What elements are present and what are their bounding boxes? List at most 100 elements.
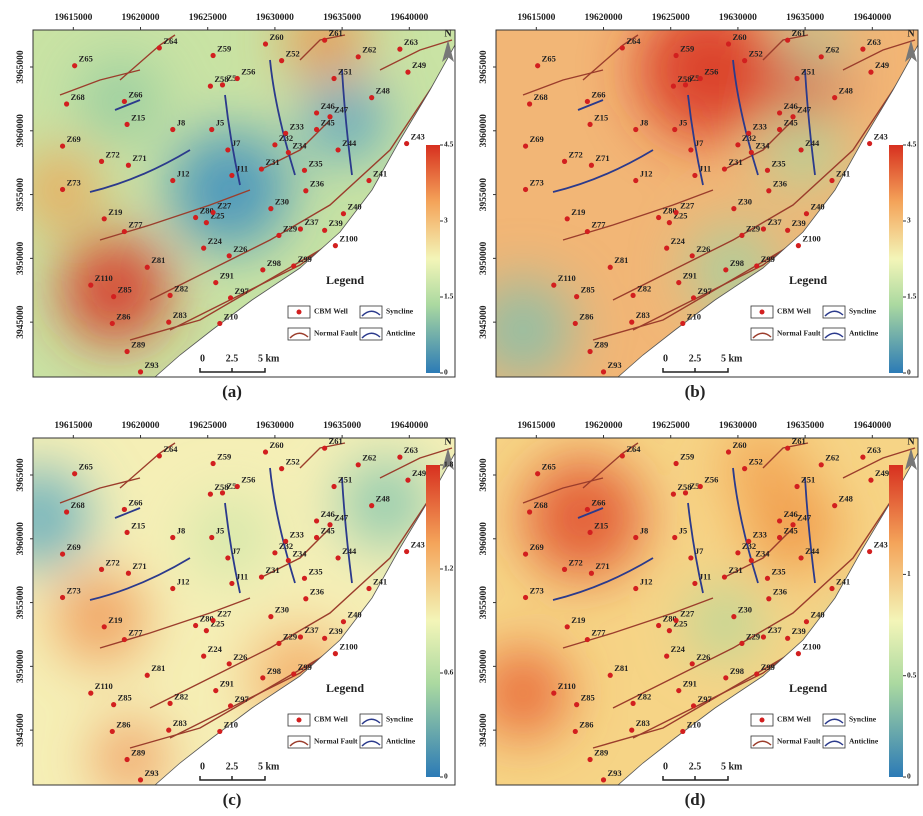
colorbar-tick-label: 3	[907, 216, 911, 225]
well-label: Z44	[805, 546, 820, 556]
well-label: Z36	[773, 179, 787, 189]
well-label: Z61	[792, 28, 806, 38]
well-label: Z39	[329, 626, 343, 636]
well	[561, 566, 568, 573]
well	[795, 650, 801, 657]
panel-label: (b)	[685, 382, 706, 401]
well-label: Z33	[290, 121, 304, 131]
well-label: Z34	[292, 140, 307, 150]
well	[723, 675, 729, 681]
well	[619, 453, 625, 459]
well-label: Z48	[839, 494, 853, 504]
well	[748, 149, 754, 156]
fault	[722, 527, 794, 579]
well-label: Z41	[836, 168, 850, 178]
well	[121, 228, 127, 235]
well	[63, 509, 70, 515]
well	[234, 75, 240, 82]
colorbar-tick-label: 0	[444, 368, 448, 377]
well	[574, 702, 580, 708]
well-label: Z19	[108, 615, 122, 625]
well-label: Z63	[867, 37, 881, 47]
fault	[762, 34, 809, 61]
well	[692, 172, 698, 179]
well-label: Z85	[581, 693, 595, 703]
well	[672, 534, 678, 541]
scale-bar	[662, 776, 729, 781]
x-tick-label: 19615000	[517, 421, 555, 431]
well-label: Z93	[145, 768, 159, 778]
well-label: Z81	[151, 255, 165, 265]
well	[283, 130, 289, 136]
well	[404, 140, 410, 147]
well-label: Z10	[224, 719, 238, 729]
well	[201, 245, 207, 251]
well	[746, 538, 752, 544]
well	[217, 320, 223, 327]
x-tick-label: 19640000	[853, 421, 891, 431]
x-tick-label: 19620000	[585, 13, 623, 23]
well	[170, 585, 176, 592]
well	[170, 177, 176, 184]
well-label: Z69	[67, 134, 81, 144]
well-label: Z47	[797, 105, 812, 115]
well-label: Z10	[687, 311, 701, 321]
well	[72, 63, 78, 69]
fault	[259, 527, 331, 579]
well	[798, 555, 804, 561]
fault	[299, 34, 346, 61]
well	[313, 534, 320, 541]
well-label: Z24	[671, 644, 686, 654]
well-label: Z15	[131, 112, 145, 122]
map-frame	[495, 437, 919, 786]
well	[366, 585, 372, 592]
well	[692, 580, 698, 587]
well-label: Z35	[771, 158, 785, 168]
well-label: Z27	[217, 200, 232, 210]
well-label: Z72	[569, 557, 583, 567]
well	[98, 566, 105, 573]
field-blob	[523, 458, 643, 578]
map-panel: 19615000 19620000 19625000 19630000 19635000…	[479, 421, 919, 809]
well	[72, 471, 78, 477]
well-label: Z15	[131, 520, 145, 530]
fault	[119, 34, 176, 81]
well	[682, 490, 689, 496]
well	[725, 41, 732, 47]
well	[572, 320, 578, 327]
well	[832, 503, 838, 509]
well-label: Z56	[704, 474, 718, 484]
well	[588, 570, 595, 576]
well	[301, 575, 308, 581]
panel-label: (d)	[685, 790, 706, 809]
well	[213, 279, 219, 286]
well-label: Z93	[608, 768, 622, 778]
well-label: Z99	[761, 254, 775, 264]
well-label: Z71	[132, 153, 146, 163]
well-label: Z69	[530, 134, 544, 144]
well-label: Z110	[558, 681, 576, 691]
well-label: Z58	[677, 482, 691, 492]
well	[666, 220, 672, 226]
y-tick-label: 3945000	[479, 305, 489, 339]
well-label: J5	[679, 117, 688, 127]
well	[803, 619, 810, 625]
well	[229, 172, 235, 179]
x-tick-label: 19615000	[517, 13, 555, 23]
well-label: Z66	[128, 497, 142, 507]
fold-axis	[687, 502, 704, 594]
well-label: Z60	[733, 32, 747, 42]
well	[522, 594, 529, 601]
x-tick-label: 19635000	[323, 421, 361, 431]
well-label: Z10	[687, 719, 701, 729]
well-label: Z25	[210, 211, 224, 221]
y-tick-label: 3945000	[16, 305, 26, 339]
well-label: J8	[177, 117, 186, 127]
colorbar-tick-label: 0	[907, 772, 911, 781]
well-label: Z44	[805, 138, 820, 148]
well-label: Z89	[131, 747, 145, 757]
well-label: Z65	[542, 54, 556, 64]
well-label: Z52	[286, 457, 300, 467]
well-label: Z83	[636, 718, 650, 728]
well	[369, 503, 375, 509]
